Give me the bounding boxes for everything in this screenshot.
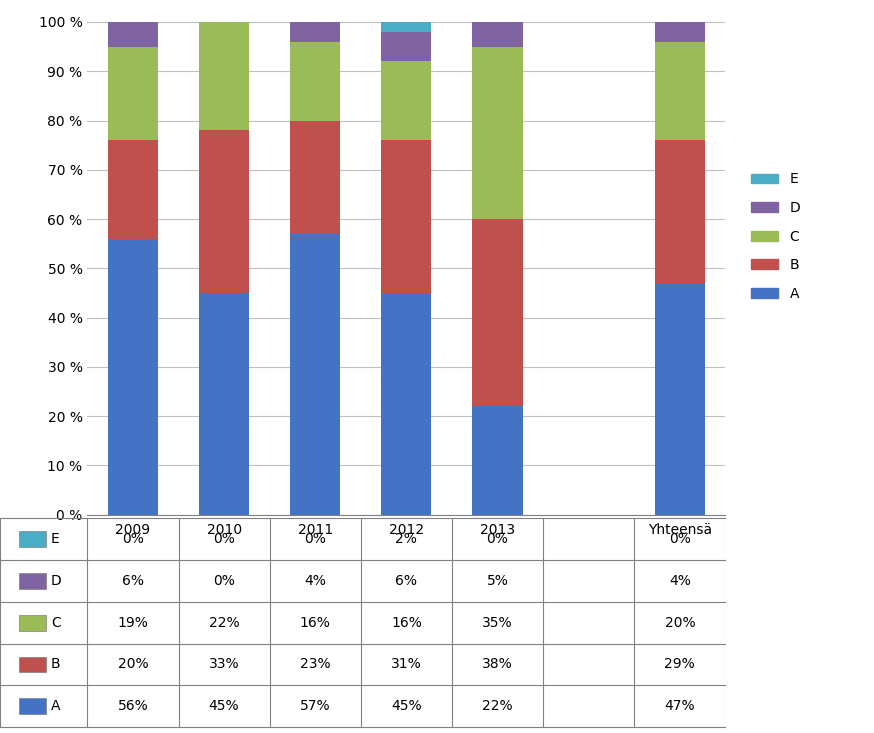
- Text: 0%: 0%: [669, 532, 690, 546]
- Bar: [18, 657, 46, 672]
- Text: 0%: 0%: [304, 532, 326, 546]
- Text: 38%: 38%: [482, 658, 513, 671]
- Text: 22%: 22%: [209, 616, 239, 630]
- Text: 2%: 2%: [395, 532, 418, 546]
- Text: 0%: 0%: [213, 574, 235, 588]
- Bar: [199, 293, 249, 515]
- Bar: [108, 140, 158, 239]
- Text: 16%: 16%: [300, 616, 330, 630]
- Text: 29%: 29%: [664, 658, 695, 671]
- Bar: [108, 47, 158, 140]
- Bar: [381, 32, 432, 62]
- Text: 5%: 5%: [487, 574, 509, 588]
- Bar: [290, 234, 340, 515]
- Bar: [199, 22, 249, 130]
- Bar: [473, 406, 523, 515]
- Text: 23%: 23%: [300, 658, 330, 671]
- Bar: [18, 699, 46, 714]
- Bar: [381, 62, 432, 140]
- Text: 22%: 22%: [482, 699, 513, 713]
- Text: 19%: 19%: [117, 616, 149, 630]
- Bar: [18, 615, 46, 630]
- Text: 47%: 47%: [664, 699, 695, 713]
- Text: D: D: [51, 574, 61, 588]
- Text: 16%: 16%: [391, 616, 422, 630]
- Text: 6%: 6%: [395, 574, 418, 588]
- Bar: [473, 47, 523, 219]
- Legend: E, D, C, B, A: E, D, C, B, A: [746, 167, 806, 306]
- Bar: [108, 239, 158, 515]
- Text: 45%: 45%: [209, 699, 239, 713]
- Bar: [655, 283, 705, 515]
- Bar: [655, 140, 705, 283]
- Text: 31%: 31%: [391, 658, 422, 671]
- Bar: [381, 22, 432, 32]
- Bar: [199, 130, 249, 293]
- Bar: [18, 531, 46, 547]
- Bar: [473, 219, 523, 406]
- Bar: [381, 293, 432, 515]
- Text: 57%: 57%: [300, 699, 330, 713]
- Text: 20%: 20%: [664, 616, 695, 630]
- Text: 56%: 56%: [118, 699, 149, 713]
- Text: 0%: 0%: [122, 532, 144, 546]
- Bar: [381, 140, 432, 293]
- Bar: [108, 17, 158, 47]
- Text: 4%: 4%: [669, 574, 690, 588]
- Bar: [18, 573, 46, 589]
- Text: E: E: [51, 532, 59, 546]
- Bar: [655, 42, 705, 140]
- Text: A: A: [51, 699, 60, 713]
- Text: 33%: 33%: [209, 658, 239, 671]
- Text: 0%: 0%: [487, 532, 509, 546]
- Text: B: B: [51, 658, 60, 671]
- Bar: [290, 120, 340, 234]
- Text: 0%: 0%: [213, 532, 235, 546]
- Text: 20%: 20%: [118, 658, 149, 671]
- Text: 4%: 4%: [304, 574, 326, 588]
- Text: C: C: [51, 616, 60, 630]
- Bar: [655, 22, 705, 42]
- Bar: [290, 42, 340, 120]
- Bar: [473, 22, 523, 47]
- Text: 45%: 45%: [391, 699, 422, 713]
- Text: 35%: 35%: [482, 616, 513, 630]
- Bar: [290, 22, 340, 42]
- Text: 6%: 6%: [122, 574, 144, 588]
